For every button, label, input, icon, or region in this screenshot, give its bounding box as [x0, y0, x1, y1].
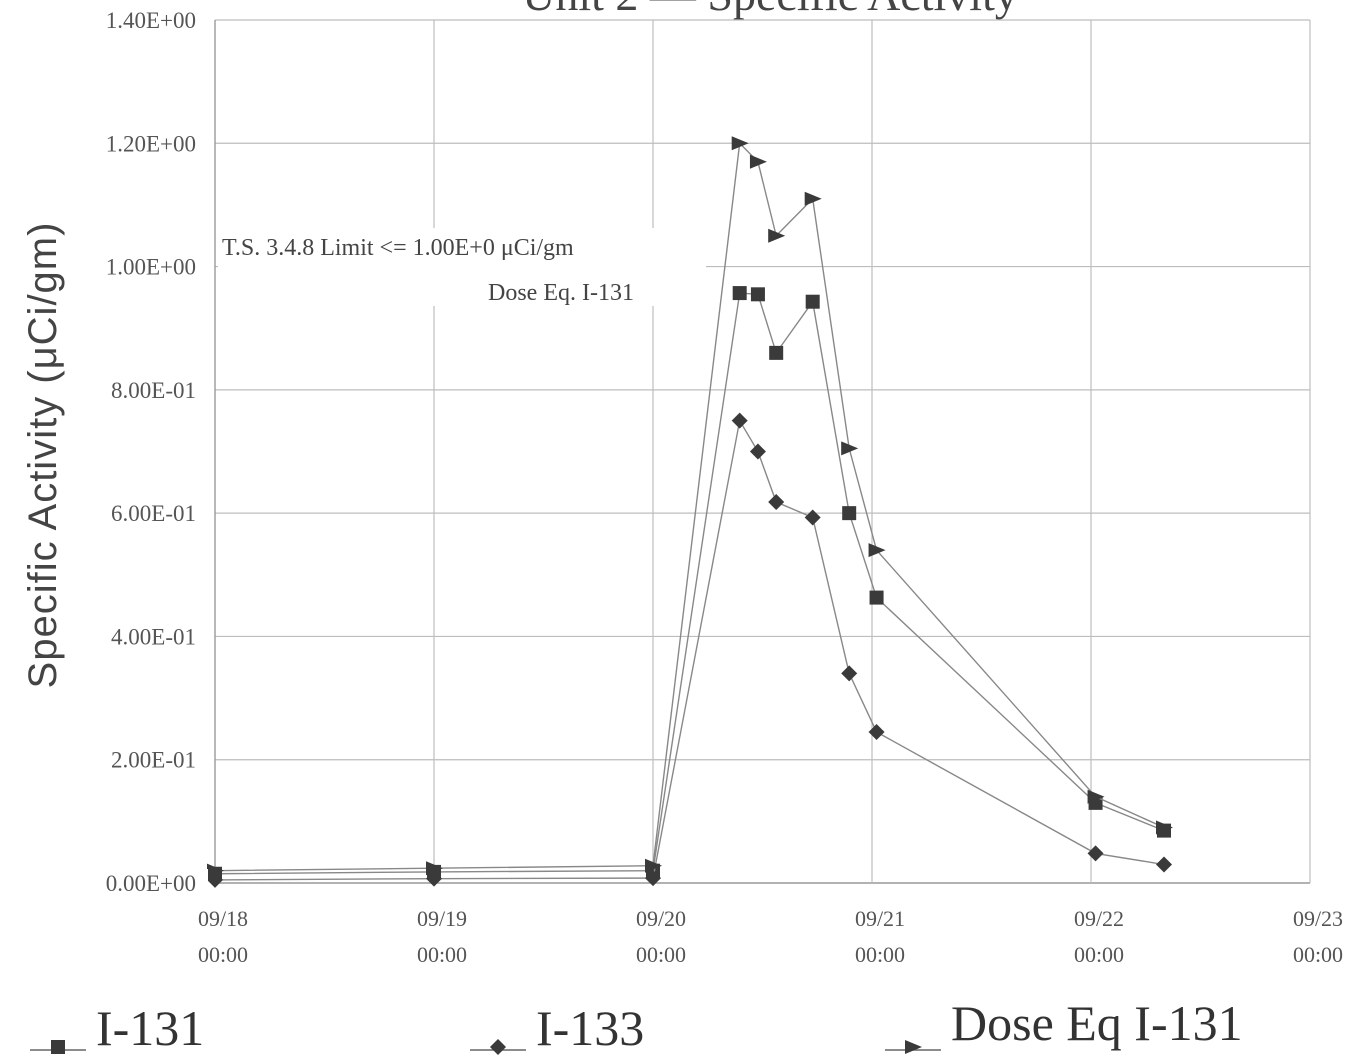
data-point-dose-eq-i-131: [426, 861, 443, 876]
y-tick-bg: [58, 129, 208, 158]
chart-title: Unit 2 — Specific Activity: [522, 0, 1018, 20]
data-point-i-133: [426, 870, 442, 887]
legend-marker-dose-eq-i-131: [905, 1040, 922, 1054]
data-point-i-133: [1087, 845, 1104, 862]
data-point-dose-eq-i-131: [868, 543, 886, 558]
data-point-i-133: [841, 665, 858, 682]
y-tick-bg: [58, 6, 208, 34]
x-tick-label: 09/23: [1293, 906, 1343, 931]
data-point-dose-eq-i-131: [768, 228, 786, 243]
data-point-dose-eq-i-131: [841, 441, 859, 456]
x-tick-label: 09/19: [417, 906, 467, 931]
series-i-133: [207, 412, 1172, 888]
y-tick-label: 1.00E+00: [106, 255, 196, 280]
data-point-i-133: [645, 870, 661, 887]
data-point-i-133: [804, 509, 821, 526]
y-tick-label: 0.00E+00: [106, 871, 196, 896]
x-tick-label: 00:00: [1293, 942, 1343, 967]
x-tick-label: 09/20: [636, 906, 686, 931]
legend: I-131 I-133 Dose Eq I-131: [30, 995, 1243, 1056]
data-point-i-131: [769, 345, 784, 360]
x-tick-label: 00:00: [198, 942, 248, 967]
legend-item-i-133: I-133: [470, 1000, 644, 1056]
data-point-dose-eq-i-131: [731, 136, 749, 151]
y-tick-label: 6.00E-01: [111, 501, 196, 526]
series-dose-eq-i-131: [207, 136, 1173, 878]
y-tick-label: 1.20E+00: [106, 131, 196, 156]
x-tick-labels: 09/18 00:00 09/19 00:00 09/20 00:00 09/21 00:00…: [198, 906, 1343, 967]
y-tick-label: 1.40E+00: [106, 8, 196, 33]
data-point-i-131: [842, 506, 857, 521]
y-tick-bg: [58, 869, 208, 897]
data-point-i-133: [731, 412, 748, 429]
legend-label-i-133: I-133: [536, 1000, 644, 1056]
data-point-i-133: [1156, 856, 1172, 873]
y-tick-label: 2.00E-01: [111, 748, 196, 773]
data-point-i-131: [869, 590, 884, 605]
x-tick-label: 00:00: [855, 942, 905, 967]
data-point-dose-eq-i-131: [1087, 789, 1105, 804]
x-tick-label: 09/22: [1074, 906, 1124, 931]
data-point-dose-eq-i-131: [804, 191, 822, 206]
data-point-dose-eq-i-131: [645, 858, 662, 873]
data-point-i-131: [750, 287, 765, 302]
series-group: [207, 136, 1173, 888]
data-point-i-131: [732, 286, 747, 301]
y-tick-label: 8.00E-01: [111, 378, 196, 403]
y-tick-bg: [58, 252, 208, 281]
series-line-i-133: [214, 418, 1165, 881]
data-point-i-133: [868, 723, 885, 740]
y-tick-bg: [58, 622, 208, 651]
legend-marker-i-133: [490, 1039, 506, 1055]
data-point-i-133: [749, 443, 766, 460]
x-tick-label: 00:00: [636, 942, 686, 967]
x-tick-label: 00:00: [417, 942, 467, 967]
legend-label-i-131: I-131: [96, 1000, 204, 1056]
y-tick-bg: [58, 745, 208, 774]
y-axis-label: Specific Activity (μCi/gm): [21, 222, 65, 689]
legend-marker-i-131: [51, 1040, 65, 1054]
x-tick-label: 09/18: [198, 906, 248, 931]
data-point-dose-eq-i-131: [207, 863, 224, 878]
legend-label-dose-eq-i-131: Dose Eq I-131: [951, 995, 1243, 1051]
y-tick-bg: [58, 499, 208, 528]
limit-annotation-dose: Dose Eq. I-131: [488, 280, 634, 306]
legend-item-i-131: I-131: [30, 1000, 204, 1056]
series-line-i-131: [214, 292, 1165, 875]
y-tick-label: 4.00E-01: [111, 624, 196, 649]
y-tick-bg: [58, 375, 208, 404]
data-point-dose-eq-i-131: [749, 154, 767, 169]
data-point-i-131: [805, 294, 820, 309]
annotation-background: [218, 228, 706, 306]
x-tick-label: 00:00: [1074, 942, 1124, 967]
x-tick-label: 09/21: [855, 906, 905, 931]
data-point-dose-eq-i-131: [1156, 820, 1173, 835]
legend-item-dose-eq-i-131: Dose Eq I-131: [885, 995, 1243, 1054]
limit-annotation: T.S. 3.4.8 Limit <= 1.00E+0 μCi/gm: [222, 235, 574, 261]
y-tick-labels: 0.00E+00 2.00E-01 4.00E-01 6.00E-01 8.00E-01…: [58, 6, 208, 897]
series-i-131: [208, 286, 1171, 881]
data-point-i-133: [768, 494, 785, 511]
